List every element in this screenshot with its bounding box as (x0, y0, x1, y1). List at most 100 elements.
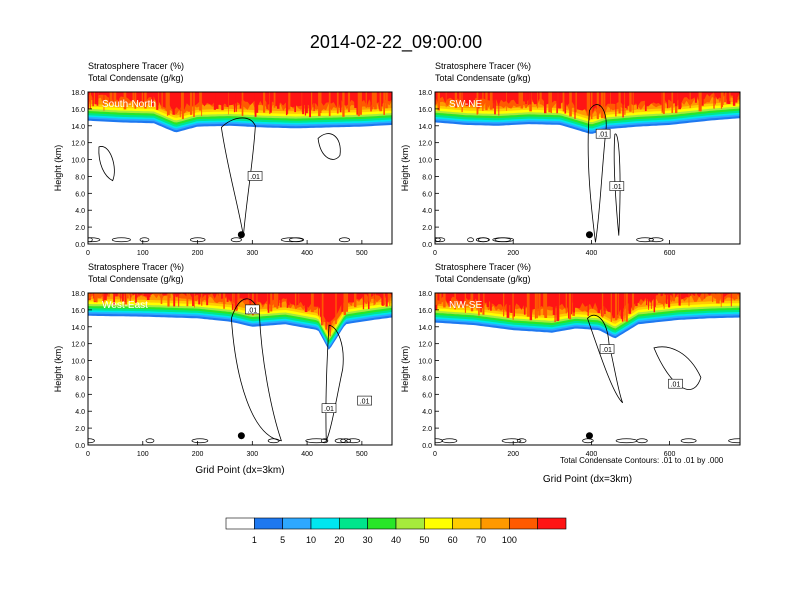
x-tick-label: 200 (192, 250, 204, 257)
condensate-contour (636, 237, 654, 243)
tracer-streak (618, 293, 620, 318)
tracer-streak (103, 92, 105, 111)
condensate-contour (636, 438, 648, 444)
x-tick-label: 400 (301, 250, 313, 257)
tracer-streak (724, 92, 726, 103)
y-tick-label: 4.0 (422, 208, 432, 215)
tracer-streak (223, 293, 226, 304)
colorbar-swatch (310, 517, 340, 530)
tracer-streak (132, 92, 134, 104)
y-tick-label: 8.0 (75, 174, 85, 181)
tracer-streak (454, 92, 458, 108)
tracer-streak (381, 92, 383, 107)
tracer-streak (276, 92, 280, 109)
tracer-streak (727, 92, 731, 104)
tracer-streak (503, 293, 505, 317)
location-marker (237, 432, 245, 440)
x-tick-label: 400 (586, 451, 598, 458)
tracer-streak (362, 293, 365, 310)
tracer-streak (234, 293, 237, 309)
tracer-streak (520, 92, 524, 109)
tracer-streak (529, 293, 533, 321)
condensate-contour (435, 237, 441, 243)
tracer-streak (251, 293, 254, 316)
tracer-streak (732, 92, 736, 106)
tracer-streak (459, 92, 461, 106)
tracer-streak (600, 92, 604, 119)
x-tick-label: 0 (86, 451, 90, 458)
contour-label: .01 (612, 184, 622, 191)
y-tick-label: 6.0 (422, 191, 432, 198)
tracer-streak (485, 92, 488, 111)
colorbar-label: 60 (448, 535, 458, 545)
tracer-streak (586, 92, 590, 115)
tracer-streak (721, 92, 724, 106)
tracer-streak (218, 293, 221, 302)
tracer-streak (506, 293, 510, 318)
colorbar-label: 70 (476, 535, 486, 545)
tracer-streak (695, 293, 697, 300)
tracer-streak (714, 92, 716, 105)
x-tick-label: 600 (664, 250, 676, 257)
tracer-streak (215, 92, 219, 109)
condensate-contour (467, 237, 474, 243)
tracer-streak (489, 92, 493, 110)
tracer-streak (713, 92, 715, 109)
tracer-streak (354, 92, 358, 108)
tracer-streak (93, 293, 95, 299)
tracer-streak (89, 92, 92, 110)
y-tick-label: 10.0 (71, 359, 85, 366)
tracer-streak (604, 293, 606, 315)
tracer-streak (567, 293, 570, 319)
tracer-streak (738, 293, 740, 300)
y-tick-label: 2.0 (422, 225, 432, 232)
tracer-streak (506, 92, 507, 111)
tracer-streak (526, 293, 530, 317)
condensate-contour (346, 438, 361, 444)
tracer-streak (385, 293, 388, 307)
tracer-streak (631, 293, 635, 310)
tracer-streak (612, 293, 615, 319)
tracer-streak (186, 293, 189, 307)
tracer-streak (206, 293, 209, 306)
tracer-streak (321, 293, 323, 326)
figure-title: 2014-02-22_09:00:00 (309, 32, 483, 52)
tracer-streak (309, 92, 311, 118)
tracer-streak (201, 92, 203, 117)
contour-label: .01 (598, 132, 608, 139)
tracer-streak (615, 293, 618, 321)
condensate-contour (334, 438, 347, 444)
x-tick-label: 200 (507, 250, 519, 257)
tracer-streak (636, 92, 639, 109)
tracer-streak (328, 92, 331, 117)
tracer-streak (492, 92, 494, 109)
tracer-streak (194, 293, 195, 308)
tracer-streak (146, 293, 150, 301)
tracer-streak (343, 293, 347, 316)
tracer-streak (103, 293, 105, 306)
tracer-streak (665, 293, 668, 304)
tracer-streak (347, 92, 351, 113)
tracer-streak (666, 92, 669, 109)
contour-label-box (245, 304, 260, 315)
condensate-contour (317, 133, 341, 160)
y-tick-label: 10.0 (418, 158, 432, 165)
tracer-streak (321, 293, 324, 326)
tracer-streak (158, 92, 160, 106)
y-tick-label: 8.0 (422, 375, 432, 382)
x-tick-label: 0 (433, 250, 437, 257)
y-tick-label: 18.0 (71, 90, 85, 97)
colorbar-swatch (225, 517, 255, 530)
tracer-streak (121, 293, 124, 302)
y-tick-label: 12.0 (418, 342, 432, 349)
contour-label: .01 (247, 307, 257, 314)
tracer-streak (309, 92, 313, 110)
colorbar-swatch (537, 517, 567, 530)
tracer-streak (556, 293, 559, 322)
x-axis-label: Grid Point (dx=3km) (543, 474, 632, 485)
tracer-streak (276, 293, 279, 309)
tracer-streak (537, 92, 539, 109)
tracer-streak (622, 92, 624, 118)
tracer-streak (662, 293, 665, 306)
tracer-streak (565, 293, 567, 314)
